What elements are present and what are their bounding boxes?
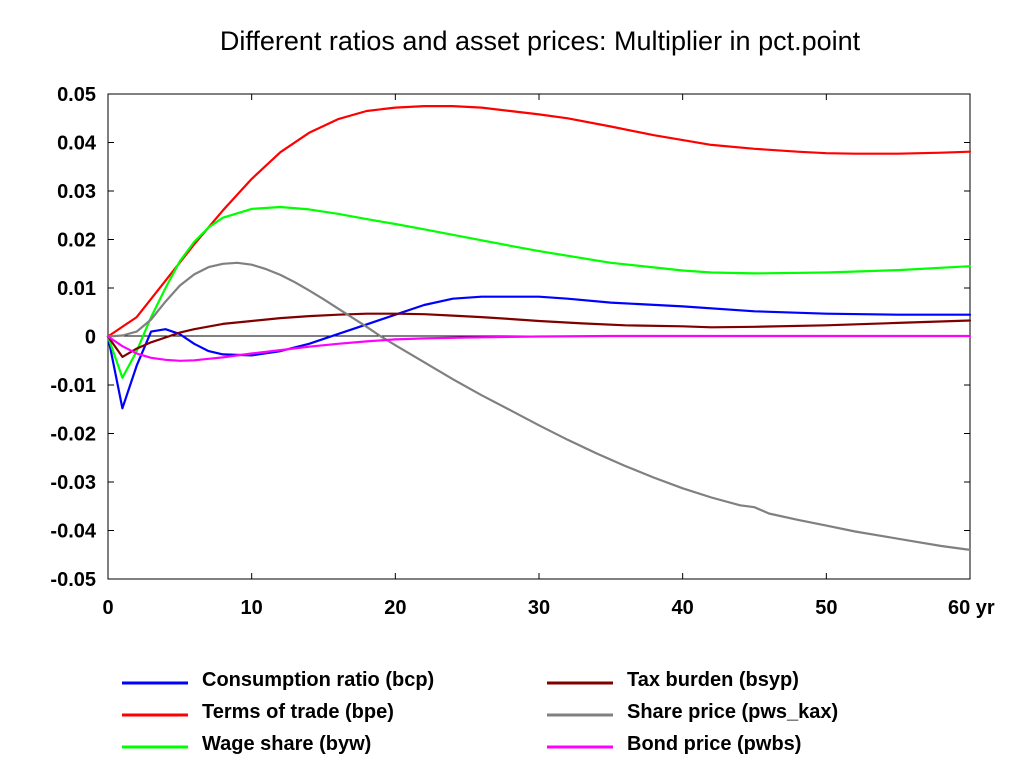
legend-item: Tax burden (bsyp) xyxy=(547,669,799,691)
x-tick-label: 50 xyxy=(815,597,837,619)
x-tick-label: 0 xyxy=(102,597,113,619)
x-axis: 0 10 20 30 40 50 60 yr xyxy=(102,94,995,619)
y-tick-label: -0.05 xyxy=(50,569,96,591)
x-tick-label: 10 xyxy=(241,597,263,619)
legend-label: Wage share (byw) xyxy=(202,733,371,755)
legend-label: Terms of trade (bpe) xyxy=(202,701,394,723)
y-tick-label: 0 xyxy=(85,327,96,349)
x-tick-label: 40 xyxy=(672,597,694,619)
series-line-2 xyxy=(106,205,972,379)
legend-item: Bond price (pwbs) xyxy=(547,733,801,755)
y-axis: 0.05 0.04 0.03 0.02 0.01 0 -0.01 -0.02 -0.03 -0.0… xyxy=(50,84,970,591)
x-tick-label: 20 xyxy=(384,597,406,619)
legend-item: Share price (pws_kax) xyxy=(547,701,838,723)
legend-label: Share price (pws_kax) xyxy=(627,701,838,723)
series-layer xyxy=(106,104,972,552)
y-tick-label: -0.02 xyxy=(50,424,96,446)
legend-item: Wage share (byw) xyxy=(122,733,371,755)
y-tick-label: -0.01 xyxy=(50,375,96,397)
x-tick-label: 30 xyxy=(528,597,550,619)
series-line-1 xyxy=(106,104,972,338)
series-line-4 xyxy=(106,261,972,552)
legend-label: Tax burden (bsyp) xyxy=(627,669,799,691)
x-tick-label: 60 yr xyxy=(948,597,995,619)
y-tick-label: -0.04 xyxy=(50,521,96,543)
y-tick-label: 0.03 xyxy=(57,181,96,203)
legend-label: Consumption ratio (bcp) xyxy=(202,669,434,691)
legend-label: Bond price (pwbs) xyxy=(627,733,801,755)
y-tick-label: 0.05 xyxy=(57,84,96,106)
y-tick-label: 0.04 xyxy=(57,133,97,155)
series-line-0 xyxy=(106,295,972,410)
chart-title: Different ratios and asset prices: Multi… xyxy=(220,26,861,56)
series-line-3 xyxy=(106,312,972,358)
series-line-5 xyxy=(106,334,972,362)
y-tick-label: 0.02 xyxy=(57,230,96,252)
y-tick-label: 0.01 xyxy=(57,278,96,300)
y-tick-label: -0.03 xyxy=(50,472,96,494)
legend: Consumption ratio (bcp) Terms of trade (b… xyxy=(122,669,838,755)
legend-item: Consumption ratio (bcp) xyxy=(122,669,434,691)
legend-item: Terms of trade (bpe) xyxy=(122,701,394,723)
